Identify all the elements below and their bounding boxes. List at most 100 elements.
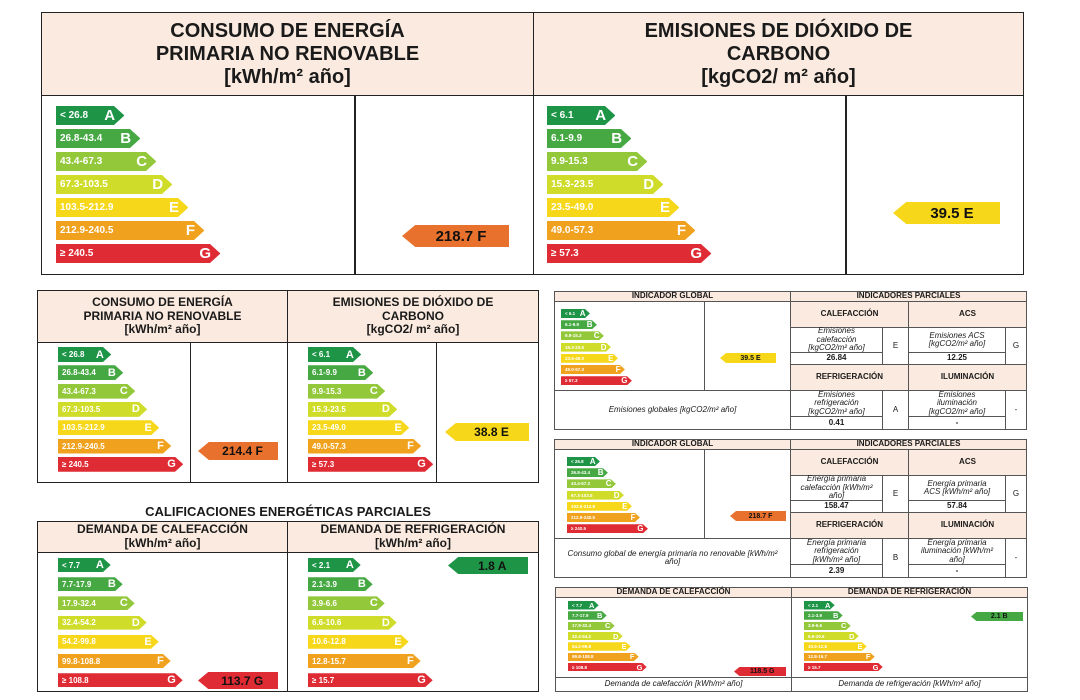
rating-range: 54.2-99.8 <box>62 637 96 647</box>
rating-letter: G <box>199 245 212 262</box>
rating-range: < 2.1 <box>808 602 819 608</box>
t3-cooling-rating-value: 2.1 B <box>990 613 1008 620</box>
rating-bar-b: 6.1-9.9 B <box>561 320 597 330</box>
rating-letter: F <box>157 655 164 667</box>
rating-range: ≥ 57.3 <box>565 378 578 384</box>
rating-letter: G <box>417 674 426 687</box>
mid-primary-divider <box>190 342 191 483</box>
t2-ilu-grade: - <box>1005 538 1027 578</box>
rating-bar-d: 32.4-54.2 D <box>568 631 623 641</box>
t2-acs: ACS <box>908 449 1027 476</box>
t2-ladder-divider <box>704 449 705 539</box>
rating-letter: C <box>119 597 128 610</box>
rating-range: 67.3-103.5 <box>62 404 101 414</box>
mid-primary-header: CONSUMO DE ENERGÍA PRIMARIA NO RENOVABLE… <box>37 290 288 343</box>
mid-co2-title-1: EMISIONES DE DIÓXIDO DE <box>332 294 494 309</box>
top-primary-header: CONSUMO DE ENERGÍA PRIMARIA NO RENOVABLE… <box>41 12 534 96</box>
rating-bar-f: 49.0-57.3 F <box>547 221 696 240</box>
t3-cooling-footer: Demanda de refrigeración [kWh/m² año] <box>791 677 1028 692</box>
rating-bar-c: 43.4-67.3 C <box>58 383 136 399</box>
rating-bar-b: 26.8-43.4 B <box>567 468 608 478</box>
partial-cooling-body <box>287 552 539 692</box>
rating-bar-f: 12.8-15.7 F <box>804 652 875 661</box>
rating-range: ≥ 57.3 <box>551 248 579 259</box>
rating-letter: G <box>417 458 426 471</box>
top-primary-divider <box>354 95 356 275</box>
t2-ref-label: Energía primaria refrigeración [kWh/m² a… <box>790 538 883 565</box>
rating-bar-f: 212.9-240.5 F <box>567 513 640 522</box>
rating-letter: G <box>621 376 628 386</box>
rating-range: 32.4-54.2 <box>572 633 592 639</box>
rating-range: 10.6-12.8 <box>808 643 828 649</box>
rating-range: ≥ 108.8 <box>572 664 587 670</box>
rating-bar-e: 10.6-12.8 E <box>804 642 867 651</box>
t3-cooling-ladder: < 2.1 A 2.1-3.9 B 3.9-6.6 C 6.6-10.6 D 10.6-12.8… <box>804 601 883 672</box>
rating-range: 26.8-43.4 <box>60 133 103 144</box>
rating-bar-e: 54.2-99.8 E <box>568 642 631 651</box>
rating-range: 6.1-9.9 <box>551 133 583 144</box>
rating-range: 7.7-17.9 <box>572 613 589 619</box>
mid-primary-ladder: < 26.8 A 26.8-43.4 B 43.4-67.3 C 67.3-103.5 D 10… <box>58 347 184 472</box>
rating-bar-g: ≥ 57.3 G <box>308 456 434 472</box>
rating-letter: D <box>600 342 607 352</box>
rating-letter: G <box>872 662 879 672</box>
rating-bar-b: 6.1-9.9 B <box>308 365 374 381</box>
t3-heating-ladder: < 7.7 A 7.7-17.9 B 17.9-32.4 C 32.4-54.2 D 54.2-… <box>568 601 647 672</box>
rating-bar-g: ≥ 108.8 G <box>568 662 647 672</box>
mid-primary-rating-pointer: 214.4 F <box>198 442 278 460</box>
t1-cal-label: Emisiones calefacción [kgCO2/m² año] <box>790 327 883 353</box>
t1-rating-value: 39.5 E <box>740 354 761 362</box>
mid-co2-rating-pointer: 38.8 E <box>445 423 529 441</box>
partial-heating-header: DEMANDA DE CALEFACCIÓN [kWh/m² año] <box>37 521 288 553</box>
rating-range: 10.6-12.8 <box>312 637 346 647</box>
rating-letter: E <box>394 421 402 434</box>
t1-acs-label: Emisiones ACS [kgCO2/m² año] <box>908 327 1006 353</box>
rating-range: 23.5-49.0 <box>551 202 594 213</box>
t2-ladder: < 26.8 A 26.8-43.4 B 43.4-67.3 C 67.3-103.5 D 10… <box>567 457 648 534</box>
rating-letter: A <box>579 309 586 318</box>
rating-letter: A <box>104 107 116 124</box>
t2-acs-label: Energía primaria ACS [kWh/m² año] <box>908 475 1006 501</box>
rating-bar-b: 26.8-43.4 B <box>58 365 124 381</box>
rating-letter: F <box>157 440 164 452</box>
t1-ref-label: Emisiones refrigeración [kgCO2/m² año] <box>790 390 883 417</box>
rating-range: < 7.7 <box>62 560 81 570</box>
mid-co2-divider <box>436 342 437 483</box>
rating-range: ≥ 15.7 <box>312 675 335 685</box>
rating-bar-g: ≥ 15.7 G <box>308 673 433 688</box>
rating-range: 67.3-103.5 <box>571 492 593 498</box>
rating-bar-b: 7.7-17.9 B <box>58 577 123 592</box>
partial-heating-rating-pointer: 113.7 G <box>198 672 278 689</box>
rating-bar-a: < 2.1 A <box>308 558 361 572</box>
t2-rating-pointer: 218.7 F <box>730 511 786 521</box>
rating-letter: D <box>613 490 620 500</box>
rating-bar-a: < 2.1 A <box>804 601 835 610</box>
top-co2-unit: [kgCO2/ m² año] <box>701 65 856 88</box>
rating-letter: D <box>381 403 390 416</box>
rating-letter: B <box>586 320 593 330</box>
rating-bar-d: 6.6-10.6 D <box>804 631 859 641</box>
rating-bar-d: 67.3-103.5 D <box>56 175 173 194</box>
t2-cal-label: Energía primaria calefacción [kWh/m² año… <box>790 475 883 501</box>
t2-rating-value: 218.7 F <box>748 512 773 520</box>
rating-bar-a: < 26.8 A <box>58 347 112 362</box>
rating-range: < 2.1 <box>312 560 331 570</box>
rating-letter: D <box>643 176 655 193</box>
rating-range: 212.9-240.5 <box>571 515 596 520</box>
rating-letter: C <box>136 153 148 170</box>
rating-letter: A <box>95 348 104 361</box>
rating-bar-g: ≥ 240.5 G <box>567 524 648 534</box>
rating-letter: E <box>857 641 863 651</box>
rating-letter: G <box>690 245 703 262</box>
rating-range: 54.2-99.8 <box>572 643 592 649</box>
top-co2-ladder: < 6.1 A 6.1-9.9 B 9.9-15.3 C 15.3-23.5 D 23.5-49… <box>547 106 712 263</box>
rating-range: 6.6-10.6 <box>808 633 825 639</box>
rating-bar-c: 9.9-15.3 C <box>561 331 604 341</box>
rating-bar-a: < 6.1 A <box>547 106 616 125</box>
partial-cooling-title: DEMANDA DE REFRIGERACIÓN <box>320 522 506 537</box>
mid-co2-title-2: CARBONO <box>382 308 444 323</box>
rating-letter: G <box>636 662 643 672</box>
rating-letter: B <box>597 468 604 478</box>
t3-heating-rating-value: 118.5 G <box>749 668 775 675</box>
rating-bar-e: 10.6-12.8 E <box>308 634 409 649</box>
